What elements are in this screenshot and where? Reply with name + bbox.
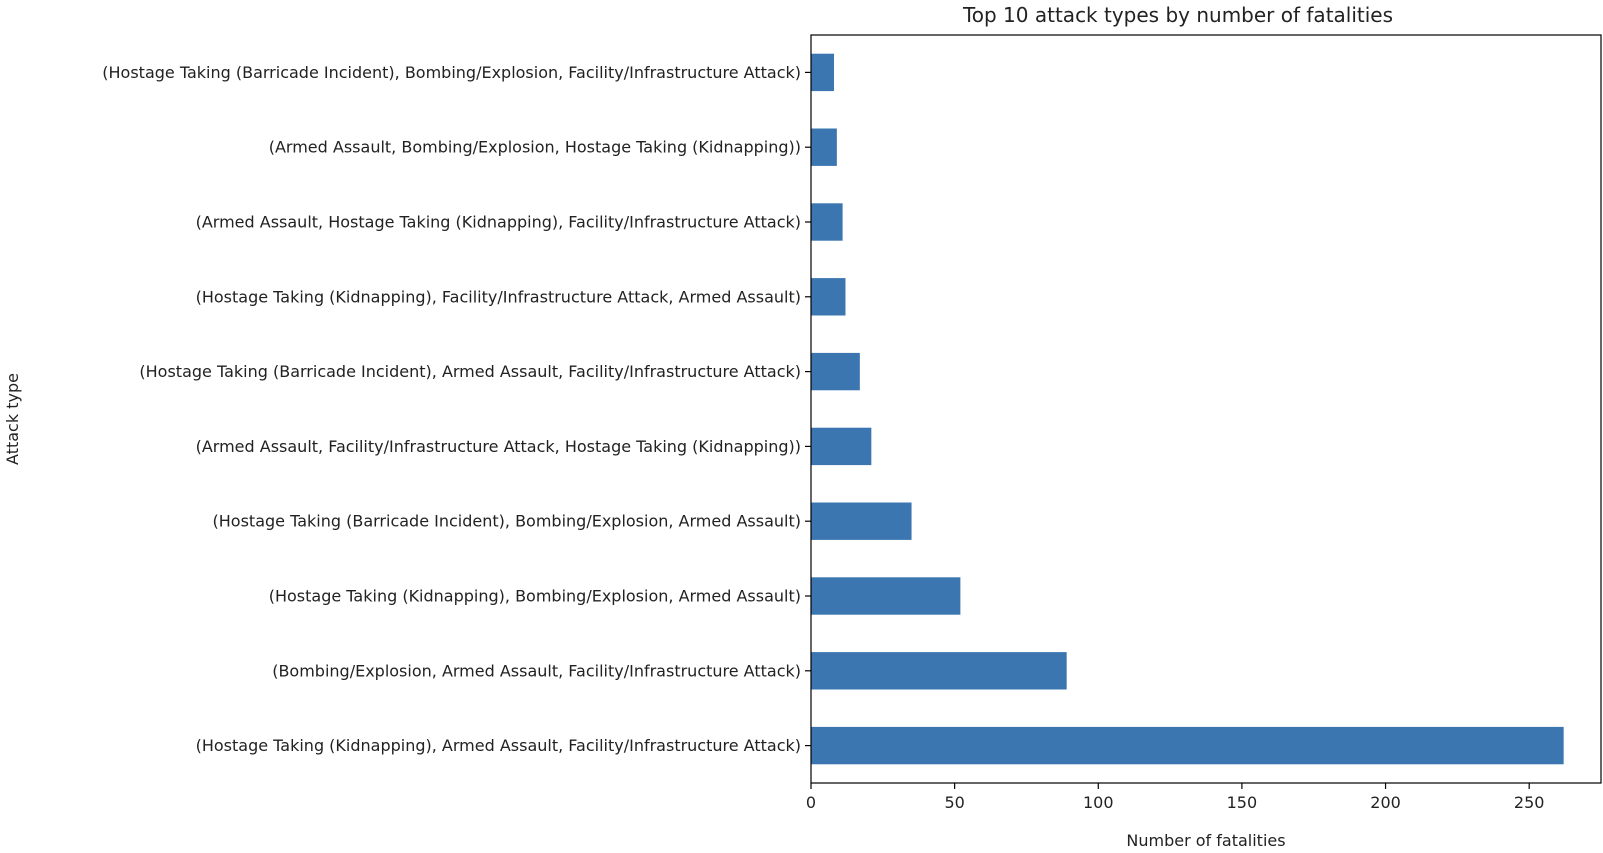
bar-1 xyxy=(811,652,1067,690)
x-tick-label-0: 0 xyxy=(806,793,816,812)
x-axis-label: Number of fatalities xyxy=(1126,831,1285,850)
category-label-9: (Hostage Taking (Barricade Incident), Bo… xyxy=(102,63,801,82)
bars-group xyxy=(811,53,1564,765)
bar-9 xyxy=(811,53,834,92)
x-tick-label-3: 150 xyxy=(1227,793,1258,812)
bar-2 xyxy=(811,577,961,615)
category-labels-group: (Hostage Taking (Kidnapping), Armed Assa… xyxy=(102,63,811,755)
category-label-7: (Armed Assault, Hostage Taking (Kidnappi… xyxy=(196,213,801,232)
bar-8 xyxy=(811,128,837,166)
bar-6 xyxy=(811,278,846,316)
category-label-2: (Hostage Taking (Kidnapping), Bombing/Ex… xyxy=(269,587,801,606)
x-tick-label-4: 200 xyxy=(1370,793,1401,812)
bar-0 xyxy=(811,726,1564,765)
plot-frame xyxy=(810,34,1602,784)
x-tick-label-2: 100 xyxy=(1083,793,1114,812)
category-label-6: (Hostage Taking (Kidnapping), Facility/I… xyxy=(196,287,801,306)
y-axis-label: Attack type xyxy=(3,373,22,465)
x-ticks-group: 0 50 100 150 200 250 xyxy=(806,783,1545,812)
category-label-8: (Armed Assault, Bombing/Explosion, Hosta… xyxy=(269,138,801,157)
bar-7 xyxy=(811,203,843,241)
category-label-3: (Hostage Taking (Barricade Incident), Bo… xyxy=(213,512,801,531)
bar-4 xyxy=(811,427,872,466)
chart-title: Top 10 attack types by number of fatalit… xyxy=(962,3,1393,27)
category-label-4: (Armed Assault, Facility/Infrastructure … xyxy=(196,437,801,456)
category-label-1: (Bombing/Explosion, Armed Assault, Facil… xyxy=(272,661,801,680)
category-label-5: (Hostage Taking (Barricade Incident), Ar… xyxy=(139,362,801,381)
x-tick-label-5: 250 xyxy=(1514,793,1545,812)
x-tick-label-1: 50 xyxy=(944,793,964,812)
bar-3 xyxy=(811,502,912,540)
category-label-0: (Hostage Taking (Kidnapping), Armed Assa… xyxy=(196,736,801,755)
bar-5 xyxy=(811,352,860,391)
